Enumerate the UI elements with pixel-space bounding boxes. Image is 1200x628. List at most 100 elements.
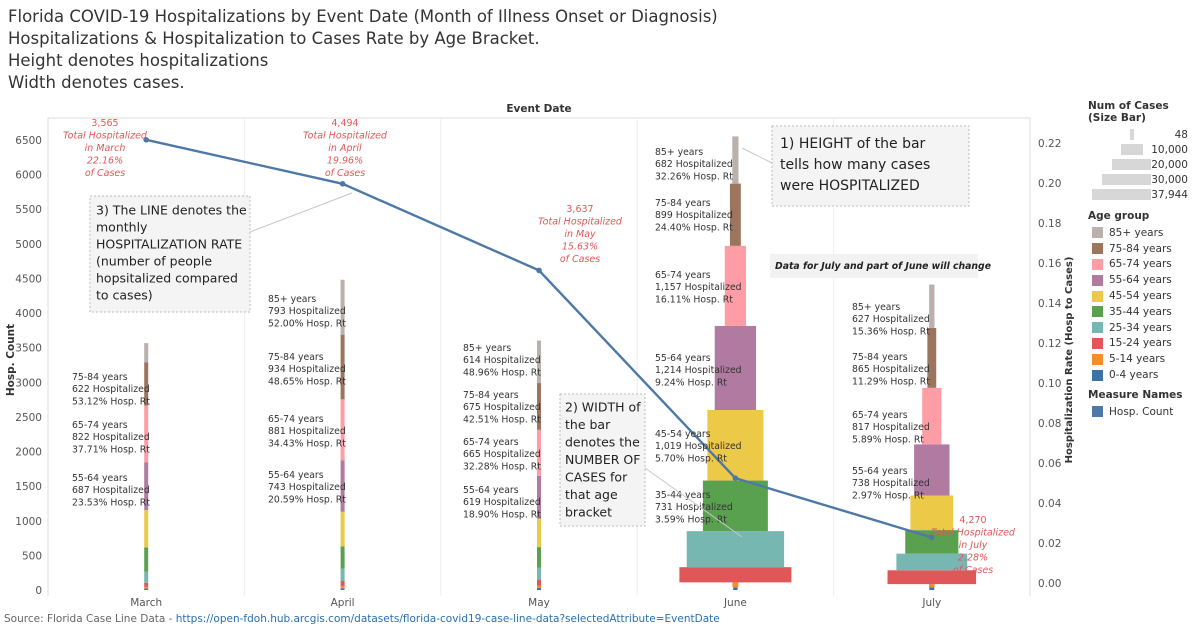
bar-segment-65-74-years[interactable] xyxy=(340,399,345,461)
bar-label-line: 55-64 years xyxy=(72,473,128,484)
color-legend-label: 75-84 years xyxy=(1109,242,1172,255)
bar-segment-15-24-years[interactable] xyxy=(144,582,149,587)
bar-segment-65-74-years[interactable] xyxy=(724,245,747,326)
bar-segment-85-years[interactable] xyxy=(929,284,935,328)
bar-segment-75-84-years[interactable] xyxy=(340,334,345,400)
bar-segment-15-24-years[interactable] xyxy=(887,570,977,585)
bar-segment-35-44-years[interactable] xyxy=(905,530,959,554)
bar-segment-85-years[interactable] xyxy=(732,136,739,184)
chart-title-line-1: Florida COVID-19 Hospitalizations by Eve… xyxy=(8,7,718,26)
bar-segment-55-64-years[interactable] xyxy=(914,444,950,496)
bar-segment-35-44-years[interactable] xyxy=(702,480,768,532)
rate-point[interactable] xyxy=(732,475,739,482)
bar-segment-75-84-years[interactable] xyxy=(927,327,937,388)
bar-segment-85-years[interactable] xyxy=(340,279,345,335)
color-legend-item[interactable]: 55-64 years xyxy=(1088,272,1198,288)
bar-label-line: 687 Hospitalized xyxy=(72,485,150,496)
bar-segment-0-4-years[interactable] xyxy=(929,587,935,590)
color-legend-item[interactable]: 65-74 years xyxy=(1088,257,1198,273)
bar-label-line: 3.59% Hosp. Rt xyxy=(655,514,727,525)
color-legend-item[interactable]: 5-14 years xyxy=(1088,351,1198,367)
bar-segment-25-34-years[interactable] xyxy=(537,567,541,580)
bar-segment-45-54-years[interactable] xyxy=(537,518,541,548)
size-legend-bar xyxy=(1130,129,1134,140)
bar-label-april: 65-74 years 881 Hospitalized 34.43% Hosp. … xyxy=(268,414,346,449)
y2-tick-label: 0.14 xyxy=(1038,298,1062,310)
color-legend-item[interactable]: 35-44 years xyxy=(1088,304,1198,320)
color-legend-item[interactable]: 25-34 years xyxy=(1088,320,1198,336)
bar-segment-25-34-years[interactable] xyxy=(340,568,345,581)
bar-segment-45-54-years[interactable] xyxy=(910,495,954,531)
line-callout-line: hopsitalized compared xyxy=(96,271,238,286)
monthly-total-line: in April xyxy=(328,143,362,154)
width-callout-line: 2) WIDTH of xyxy=(565,400,641,415)
rate-point[interactable] xyxy=(929,534,935,541)
data-note: Data for July and part of June will chan… xyxy=(775,261,991,272)
bar-segment-85-years[interactable] xyxy=(144,343,149,363)
bar-segment-5-14-years[interactable] xyxy=(537,585,541,588)
bar-segment-55-64-years[interactable] xyxy=(144,462,149,511)
bar-segment-5-14-years[interactable] xyxy=(144,586,149,589)
height-callout: 1) HEIGHT of the bar tells how many cases… xyxy=(771,125,970,207)
bar-segment-45-54-years[interactable] xyxy=(340,511,345,547)
bar-segment-75-84-years[interactable] xyxy=(144,362,149,406)
monthly-total-line: 22.16% xyxy=(87,156,123,167)
bar-segment-15-24-years[interactable] xyxy=(679,567,792,583)
bar-segment-55-64-years[interactable] xyxy=(714,325,757,410)
width-callout-box xyxy=(559,393,646,527)
bar-segment-15-24-years[interactable] xyxy=(340,581,345,587)
width-callout-line: that age xyxy=(565,487,618,502)
bar-segment-0-4-years[interactable] xyxy=(340,588,345,590)
bar-segment-75-84-years[interactable] xyxy=(537,383,541,430)
bar-label-line: 16.11% Hosp. Rt xyxy=(655,294,733,305)
bar-segment-25-34-years[interactable] xyxy=(144,571,149,583)
source-link[interactable]: https://open-fdoh.hub.arcgis.com/dataset… xyxy=(175,613,720,625)
bar-label-line: 2.97% Hosp. Rt xyxy=(852,490,924,501)
line-callout-text: 3) The LINE denotes the monthly HOSPITALIZ… xyxy=(96,203,247,303)
bar-segment-0-4-years[interactable] xyxy=(144,588,149,590)
bar-label-line: 822 Hospitalized xyxy=(72,432,150,443)
bar-segment-25-34-years[interactable] xyxy=(896,553,968,571)
bar-segment-0-4-years[interactable] xyxy=(733,587,738,590)
bar-segment-65-74-years[interactable] xyxy=(922,387,942,445)
bar-segment-85-years[interactable] xyxy=(537,340,541,384)
color-legend-item[interactable]: 0-4 years xyxy=(1088,367,1198,383)
y2-tick-label: 0.16 xyxy=(1038,258,1062,270)
color-legend-item[interactable]: 45-54 years xyxy=(1088,288,1198,304)
bar-segment-45-54-years[interactable] xyxy=(707,410,764,481)
bar-segment-5-14-years[interactable] xyxy=(928,584,935,588)
bar-segment-5-14-years[interactable] xyxy=(732,582,739,588)
bar-label-june: 65-74 years 1,157 Hospitalized 16.11% Hosp… xyxy=(655,270,742,305)
bar-label-line: 793 Hospitalized xyxy=(268,306,346,317)
bar-segment-5-14-years[interactable] xyxy=(340,586,345,589)
bar-label-line: 75-84 years xyxy=(463,390,519,401)
y-tick-label: 5500 xyxy=(15,204,42,216)
bar-label-line: 75-84 years xyxy=(268,352,324,363)
bar-segment-35-44-years[interactable] xyxy=(537,547,541,568)
color-legend-item[interactable]: 15-24 years xyxy=(1088,336,1198,352)
bar-segment-65-74-years[interactable] xyxy=(537,429,541,476)
color-legend-item[interactable]: 75-84 years xyxy=(1088,241,1198,257)
rate-point[interactable] xyxy=(143,137,149,143)
bar-segment-45-54-years[interactable] xyxy=(144,510,149,548)
bar-label-line: 899 Hospitalized xyxy=(655,210,733,221)
rate-point[interactable] xyxy=(339,181,346,187)
y2-tick-label: 0.10 xyxy=(1038,378,1061,390)
bar-segment-35-44-years[interactable] xyxy=(340,546,345,569)
bar-segment-25-34-years[interactable] xyxy=(686,531,785,568)
bar-segment-0-4-years[interactable] xyxy=(537,587,541,590)
width-callout-line: NUMBER OF xyxy=(565,452,640,467)
rate-point[interactable] xyxy=(536,267,542,274)
bar-segment-55-64-years[interactable] xyxy=(340,460,345,512)
bar-segment-65-74-years[interactable] xyxy=(144,405,149,463)
bar-segment-15-24-years[interactable] xyxy=(537,579,541,586)
y2-tick-label: 0.08 xyxy=(1038,418,1061,430)
monthly-total-annotation: 3,565 Total Hospitalized in March 22.16% of … xyxy=(63,118,148,179)
bar-segment-75-84-years[interactable] xyxy=(729,183,741,246)
bar-segment-55-64-years[interactable] xyxy=(537,475,541,519)
y-tick-label: 6000 xyxy=(15,170,42,182)
bar-label-line: 731 Hospitalized xyxy=(655,502,733,513)
color-legend-item[interactable]: 85+ years xyxy=(1088,225,1198,241)
width-callout-text: 2) WIDTH of the bar denotes the NUMBER OF CA… xyxy=(565,400,641,520)
bar-segment-35-44-years[interactable] xyxy=(144,547,149,572)
